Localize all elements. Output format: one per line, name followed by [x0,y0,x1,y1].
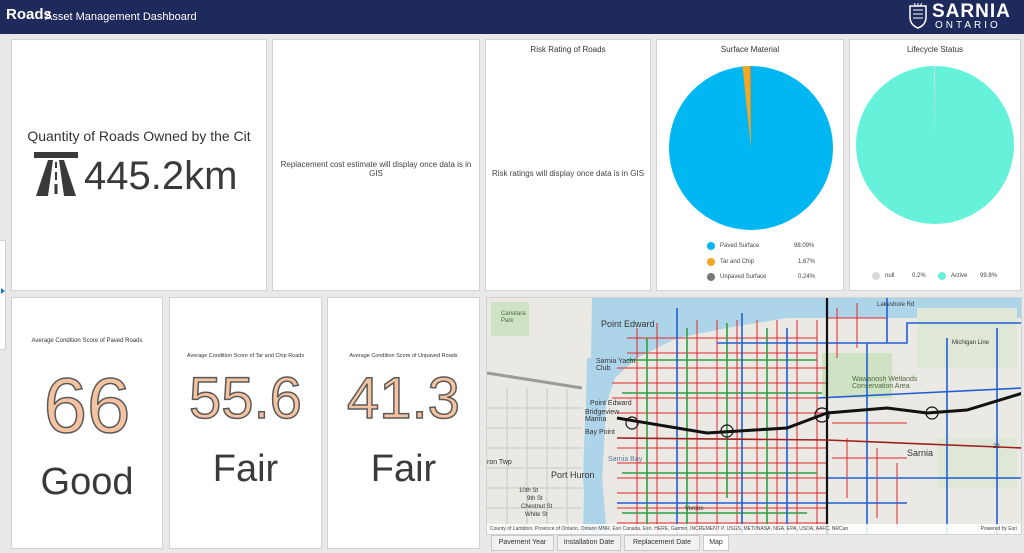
pie-slice-tar-chip[interactable] [742,66,752,148]
sarnia-logo: SARNIA ONTARIO [908,1,1018,32]
legend-pct: 1.67% [798,259,816,265]
legend-swatch [872,272,880,280]
legend-item[interactable]: Paved Surface 98.09% [707,241,817,251]
map-label-bridgeview: Bridgeview Marina [585,409,620,423]
logo-sub: ONTARIO [935,20,1001,31]
lifecycle-title: Lifecycle Status [906,45,964,54]
map-label-sarnia: Sarnia [907,448,934,458]
quantity-value: 445.2km [84,154,238,198]
replacement-panel: Replacement cost estimate will display o… [272,39,480,291]
legend-label: Paved Surface [720,243,760,249]
map-label-yacht-club: Sarnia Yacht Club [596,358,636,372]
logo-word: SARNIA [932,1,1011,22]
quantity-label: Quantity of Roads Owned by the Cit [27,128,251,144]
map-label-vercoe: Vercoe [685,506,704,512]
risk-title: Risk Rating of Roads [530,45,606,54]
legend-label: Unpaved Surface [720,274,767,280]
tarchip-condition-title: Average Condition Score of Tar and Chip … [186,353,305,359]
pie-slice-null[interactable] [934,65,935,145]
surface-title: Surface Material [720,45,780,54]
legend-label: null [885,273,895,279]
legend-item[interactable]: Unpaved Surface 0.24% [707,272,817,282]
tarchip-condition-score: 55.6 [188,365,302,432]
side-panel-toggle[interactable] [0,240,6,350]
tarchip-condition-rating: Fair [212,448,279,490]
map-label-hwy-22: 22 [993,444,1000,450]
legend-label: Tar and Chip [720,259,755,265]
tab-installation-date[interactable]: Installation Date [557,535,621,551]
risk-panel: Risk Rating of Roads Risk ratings will d… [485,39,651,291]
header-bar: Roads Asset Management Dashboard SARNIA … [0,0,1024,34]
tarchip-condition-panel: Average Condition Score of Tar and Chip … [169,297,322,549]
highway-402 [616,392,1021,435]
unpaved-condition-panel: Average Condition Score of Unpaved Roads… [327,297,480,549]
tab-pavement-year[interactable]: Pavement Year [491,535,554,551]
map-label-10th-st: 10th St [519,488,539,494]
road-icon [34,152,78,196]
surface-panel: Surface Material Paved Surface 98.09% Ta… [656,39,844,291]
map-label-lakeshore: Lakeshore Rd [877,302,915,308]
legend-swatch [707,242,715,250]
map-label-sarnia-bay: Sarnia Bay [608,456,643,463]
attribution-text: County of Lambton, Province of Ontario, … [490,526,849,532]
legend-swatch [707,273,715,281]
replacement-message: Replacement cost estimate will display o… [280,160,472,178]
legend-pct: 99.8% [980,273,998,279]
app-title: Roads [6,6,52,23]
powered-by-esri[interactable]: Powered by Esri [980,526,1017,532]
expand-arrow-icon[interactable] [1,288,5,294]
map-label-bay-point: Bay Point [585,429,615,436]
map-label-point-edward: Point Edward [601,319,655,329]
legend-item[interactable]: Active 99.8% [938,271,1008,281]
unpaved-condition-rating: Fair [370,448,437,490]
unpaved-condition-title: Average Condition Score of Unpaved Roads [349,353,458,359]
tab-map[interactable]: Map [703,535,729,551]
legend-label: Active [951,273,968,279]
map-canvas[interactable] [487,298,1022,535]
legend-swatch [707,258,715,266]
legend-item[interactable]: Tar and Chip 1.67% [707,257,817,267]
legend-pct: 0.2% [912,273,926,279]
st-clair-river-water [583,358,607,534]
lifecycle-pie-chart[interactable] [855,65,1015,225]
lifecycle-panel: Lifecycle Status null 0.2% Active 99.8% [849,39,1021,291]
quantity-panel: Quantity of Roads Owned by the Cit 445.2… [11,39,267,291]
paved-condition-title: Average Condition Score of Paved Roads [31,338,143,344]
map-attribution: County of Lambton, Province of Ontario, … [487,524,1021,534]
risk-message: Risk ratings will display once data is i… [491,169,645,178]
app-subtitle: Asset Management Dashboard [45,11,197,23]
map-label-9th-st: 9th St [527,496,543,502]
map-label-ron-twp: ron Twp [487,459,512,466]
legend-pct: 98.09% [794,243,815,249]
roads-map[interactable]: Point Edward Sarnia Port Huron Sarnia Ya… [486,297,1022,535]
paved-condition-score: 66 [43,360,131,450]
tab-replacement-date[interactable]: Replacement Date [624,535,700,551]
map-label-michigan-line: Michigan Line [952,340,990,346]
paved-condition-panel: Average Condition Score of Paved Roads 6… [11,297,163,549]
unpaved-condition-score: 41.3 [346,365,460,432]
crest-icon [909,3,927,29]
legend-item[interactable]: null 0.2% [872,271,932,281]
map-label-port-huron: Port Huron [551,470,595,480]
map-label-canatara: Canatara Park [501,311,526,324]
legend-swatch [938,272,946,280]
map-label-point-edward-small: Point Edward [590,400,632,407]
lake-huron-water [583,298,1021,534]
surface-pie-chart[interactable] [668,65,834,231]
paved-condition-rating: Good [40,461,134,503]
map-label-wawanosh: Wawanosh Wetlands Conservation Area [852,376,918,390]
legend-pct: 0.24% [798,274,816,280]
map-label-chestnut: Chestnut St [521,504,553,510]
map-label-white-st: White St [525,512,548,518]
